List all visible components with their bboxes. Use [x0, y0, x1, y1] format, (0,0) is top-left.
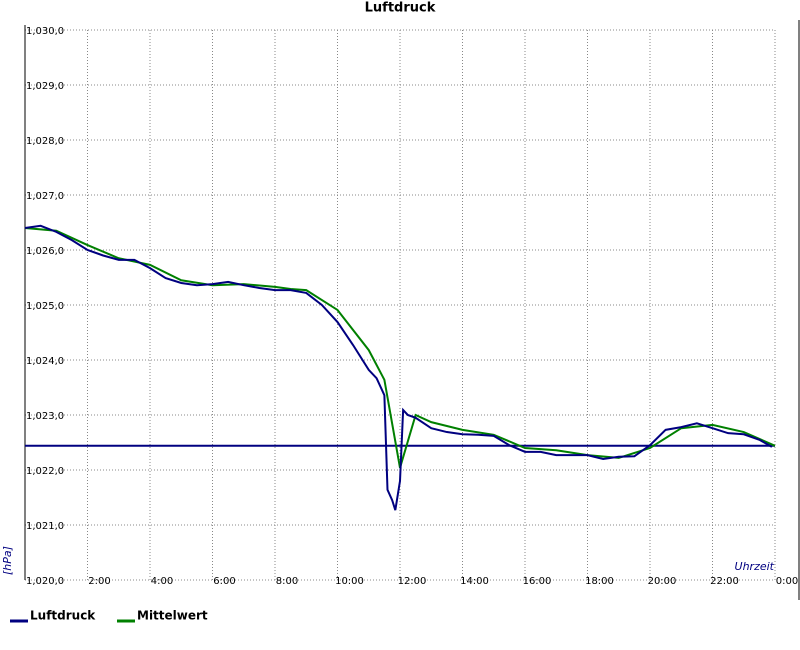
- x-tick-label: 6:00: [213, 576, 235, 587]
- x-tick-label: 22:00: [710, 576, 739, 587]
- y-tick-label: 1,027,0: [26, 191, 64, 202]
- data-line: [24, 227, 776, 469]
- chart-title: Luftdruck: [365, 1, 436, 16]
- x-axis-label: Uhrzeit: [735, 560, 775, 573]
- x-tick-label: 18:00: [585, 576, 614, 587]
- x-tick-label: 0:00: [776, 576, 798, 587]
- x-tick-label: 8:00: [276, 576, 298, 587]
- x-tick-label: 12:00: [398, 576, 427, 587]
- y-tick-label: 1,025,0: [26, 301, 64, 312]
- y-tick-label: 1,022,0: [26, 466, 64, 477]
- y-tick-label: 1,020,0: [26, 576, 64, 587]
- y-tick-label: 1,024,0: [26, 356, 64, 367]
- x-tick-label: 14:00: [460, 576, 489, 587]
- legend-label: Mittelwert: [137, 609, 208, 623]
- y-axis-label: [hPa]: [1, 546, 14, 575]
- x-tick-label: 4:00: [151, 576, 173, 587]
- y-tick-label: 1,026,0: [26, 246, 64, 257]
- x-tick-label: 2:00: [88, 576, 110, 587]
- x-tick-label: 10:00: [335, 576, 364, 587]
- y-tick-label: 1,021,0: [26, 521, 64, 532]
- y-tick-label: 1,023,0: [26, 411, 64, 422]
- y-tick-label: 1,030,0: [26, 26, 64, 37]
- y-tick-label: 1,028,0: [26, 136, 64, 147]
- y-tick-label: 1,029,0: [26, 81, 64, 92]
- x-tick-label: 20:00: [648, 576, 677, 587]
- data-line: [24, 224, 773, 511]
- legend-label: Luftdruck: [30, 609, 96, 623]
- x-tick-label: 16:00: [523, 576, 552, 587]
